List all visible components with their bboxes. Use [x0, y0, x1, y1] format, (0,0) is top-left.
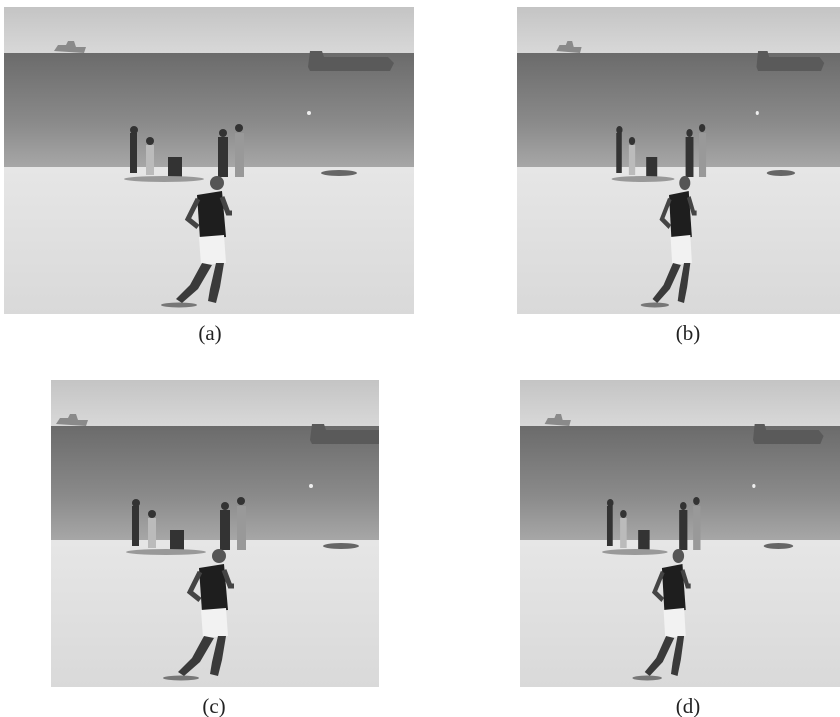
figure: (a) (b) (c) (d): [0, 0, 840, 717]
photo: [4, 7, 414, 314]
photo: [520, 380, 840, 687]
caption: (d): [648, 694, 728, 717]
photo: [51, 380, 379, 687]
caption: (b): [648, 321, 728, 346]
caption: (a): [170, 321, 250, 346]
photo: [517, 7, 840, 314]
caption: (c): [174, 694, 254, 717]
